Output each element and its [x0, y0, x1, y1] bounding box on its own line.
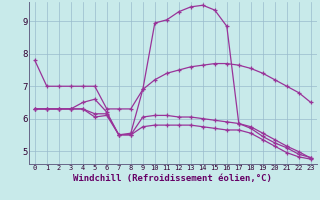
X-axis label: Windchill (Refroidissement éolien,°C): Windchill (Refroidissement éolien,°C) — [73, 174, 272, 183]
